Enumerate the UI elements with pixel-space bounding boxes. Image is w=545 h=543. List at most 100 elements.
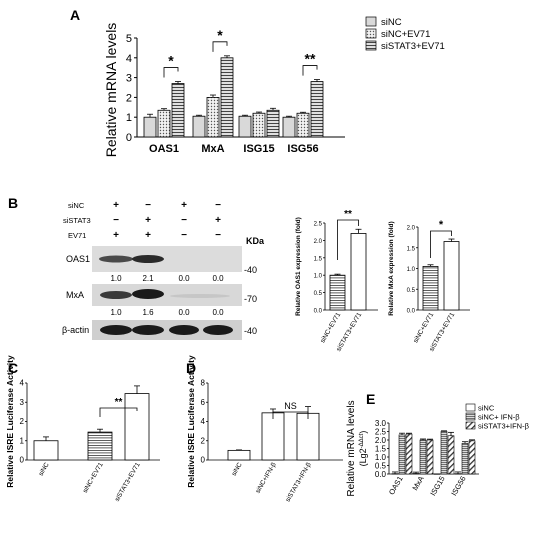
b-mxa-y-tick-label: 0.0 xyxy=(407,309,416,315)
a-x-tick-label: ISG15 xyxy=(243,143,274,155)
b-oas1-y-tick-label: 0.0 xyxy=(314,309,323,315)
b-oas1-bar xyxy=(329,274,346,311)
blot-mxa-band-3 xyxy=(170,294,230,298)
e-bar xyxy=(412,473,420,475)
a-y-tick-label: 5 xyxy=(126,33,132,45)
panel-label-c: C xyxy=(8,360,18,376)
blot-row-label-ev71: EV71 xyxy=(68,231,86,240)
a-bar xyxy=(252,112,266,138)
e-bar xyxy=(419,439,427,475)
e-bar xyxy=(468,440,476,475)
a-bar xyxy=(266,109,280,138)
a-sig-label: ** xyxy=(305,51,316,67)
b-oas1-y-tick-label: 1.5 xyxy=(314,256,323,262)
e-bar xyxy=(391,473,399,475)
b-oas1-sig-label: ** xyxy=(344,209,352,220)
d-x-tick-label: siSTAT3+IFN-β xyxy=(285,461,313,503)
b-oas1-y-axis-label: Relative OAS1 expression (fold) xyxy=(295,217,302,316)
blot-quant-oas1: 1.0 xyxy=(110,274,122,283)
panel-c-chart: 0 1 2 3 4 Relative ISRE Luciferase Activity si… xyxy=(5,355,160,503)
e-bar xyxy=(454,473,462,475)
d-y-axis-label: Relative ISRE Luciferase Activity xyxy=(186,355,196,488)
c-y-tick-label: 1 xyxy=(20,436,25,445)
a-y-tick-label: 0 xyxy=(126,132,132,144)
e-y-axis-label-2: (Lg2-ΔΔct) xyxy=(358,431,368,467)
a-legend-swatch xyxy=(365,40,377,51)
c-x-tick-label: siNC+EV71 xyxy=(82,461,105,494)
a-y-tick-label: 1 xyxy=(126,112,132,124)
e-y-tick-label: 3.0 xyxy=(375,419,387,428)
e-legend-swatch xyxy=(465,412,476,421)
a-y-tick-label: 2 xyxy=(126,92,132,104)
a-bar xyxy=(238,115,252,138)
panel-a-chart: Relative mRNA levels 0 1 2 3 4 5 OAS1 MxA ISG15… xyxy=(103,16,445,157)
panel-label-b: B xyxy=(8,195,18,211)
blot-row-label-sistat3: siSTAT3 xyxy=(63,216,91,225)
c-bar xyxy=(124,393,150,461)
b-mxa-y-tick-label: 0.5 xyxy=(407,288,416,294)
e-y-tick-label: 0.0 xyxy=(375,470,387,479)
blot-sign: + xyxy=(181,200,187,211)
a-sig-bracket xyxy=(212,41,228,52)
blot-kda-mxa: -70 xyxy=(244,294,257,304)
a-x-tick-label: MxA xyxy=(201,143,224,155)
blot-band-label-oas1: OAS1 xyxy=(66,254,90,264)
panel-b-blot: siNC siSTAT3 EV71 + − + −− + − ++ + − − KDa OAS1 … xyxy=(62,200,265,340)
a-legend-swatch xyxy=(365,16,377,27)
a-x-tick-label: OAS1 xyxy=(149,143,179,155)
blot-sign: − xyxy=(215,200,221,211)
e-bar xyxy=(426,439,434,475)
b-mxa-y-tick-label: 1.0 xyxy=(407,267,416,273)
d-bar xyxy=(296,412,320,461)
d-x-tick-label: siNC+IFN-β xyxy=(255,461,278,494)
c-sig-label: ** xyxy=(115,397,123,408)
b-oas1-y-tick-label: 2.0 xyxy=(314,239,323,245)
b-mxa-sig-label: * xyxy=(439,219,444,231)
a-sig-bracket xyxy=(302,65,318,76)
c-y-tick-label: 4 xyxy=(20,379,25,388)
b-mxa-bar xyxy=(422,266,439,311)
blot-sign: − xyxy=(113,215,119,226)
c-sig-bracket xyxy=(99,407,138,417)
blot-sign: + xyxy=(145,230,151,241)
c-bar xyxy=(33,440,59,461)
e-y-axis-label: Relative mRNA levels xyxy=(346,400,357,496)
blot-oas1-band-1 xyxy=(99,255,133,263)
d-y-tick-label: 2 xyxy=(201,436,206,445)
blot-quant-mxa: 0.0 xyxy=(178,308,190,317)
b-oas1-y-tick-label: 2.5 xyxy=(314,222,323,228)
a-bar xyxy=(220,57,234,138)
e-y-tick-label: 2.0 xyxy=(375,436,387,445)
blot-actin-strip xyxy=(92,320,242,340)
d-sig-bracket xyxy=(272,411,309,419)
a-x-tick-label: ISG56 xyxy=(287,143,318,155)
blot-kda-label: KDa xyxy=(246,236,265,246)
e-bar xyxy=(447,435,455,475)
panel-d-chart: 0 2 4 6 8 Relative ISRE Luciferase Activity si… xyxy=(186,355,343,503)
blot-quant-mxa: 1.6 xyxy=(142,308,154,317)
e-x-tick-label: OAS1 xyxy=(387,475,405,497)
c-y-tick-label: 3 xyxy=(20,398,25,407)
e-bar xyxy=(405,433,413,475)
a-bar xyxy=(310,81,324,138)
d-y-tick-label: 4 xyxy=(201,417,206,426)
blot-oas1-band-2 xyxy=(132,255,164,263)
a-y-tick-label: 4 xyxy=(126,53,132,65)
b-oas1-sig-bracket xyxy=(337,219,359,260)
blot-sign: + xyxy=(145,215,151,226)
e-y-tick-label: 0.5 xyxy=(375,462,387,471)
b-oas1-y-tick-label: 1.0 xyxy=(314,274,323,280)
blot-sign: − xyxy=(145,200,151,211)
c-y-tick-label: 0 xyxy=(20,456,25,465)
blot-mxa-band-2 xyxy=(132,289,164,299)
b-mxa-y-tick-label: 1.5 xyxy=(407,246,416,252)
e-legend-label: siNC xyxy=(478,404,495,413)
blot-kda-actin: -40 xyxy=(244,326,257,336)
blot-actin-band-1 xyxy=(100,325,132,335)
b-mxa-y-tick-label: 2.0 xyxy=(407,226,416,232)
blot-sign: + xyxy=(113,200,119,211)
blot-sign: + xyxy=(215,215,221,226)
blot-sign: − xyxy=(215,230,221,241)
blot-quant-oas1: 2.1 xyxy=(142,274,154,283)
